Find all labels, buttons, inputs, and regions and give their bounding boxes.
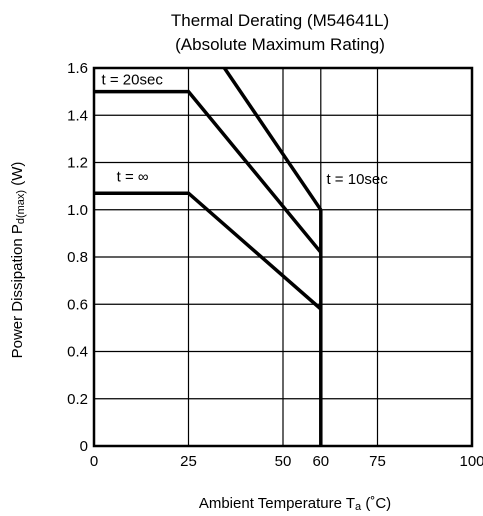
x-tick-label: 50: [275, 453, 292, 470]
y-tick-label: 0: [80, 438, 88, 455]
series-line: [94, 89, 323, 254]
plot-frame: [92, 66, 474, 448]
x-tick-label: 100: [459, 453, 483, 470]
y-tick-label: 0.6: [67, 296, 88, 313]
series-lines: [94, 67, 323, 446]
y-tick-label: 1.2: [67, 155, 88, 172]
y-tick-label: 0.4: [67, 344, 88, 361]
series-label: t = 20sec: [102, 72, 164, 89]
series-labels: t = 20sec t = ∞ t = 10sec: [102, 72, 389, 188]
series-label: t = ∞: [117, 168, 149, 185]
y-axis-label: Power Dissipation Pd(max) (W): [9, 162, 27, 359]
chart-subtitle: (Absolute Maximum Rating): [175, 35, 385, 54]
y-tick-label: 0.8: [67, 249, 88, 266]
tick-labels: 0 25 50 60 75 100 0 0.2 0.4 0.6 0.8 1.0 1.2 1.4 1.6: [67, 60, 483, 470]
x-tick-label: 60: [312, 453, 329, 470]
grid-lines: [94, 68, 472, 446]
y-tick-label: 0.2: [67, 391, 88, 408]
y-tick-label: 1.0: [67, 202, 88, 219]
series-label: t = 10sec: [326, 171, 388, 188]
y-tick-label: 1.6: [67, 60, 88, 77]
series-line: [94, 191, 322, 311]
chart-title: Thermal Derating (M54641L): [171, 11, 389, 30]
x-tick-label: 0: [90, 453, 98, 470]
x-axis-label: Ambient Temperature Ta (˚C): [199, 495, 391, 513]
series-line: [222, 67, 323, 211]
x-tick-label: 25: [180, 453, 197, 470]
y-tick-label: 1.4: [67, 107, 88, 124]
x-tick-label: 75: [369, 453, 386, 470]
